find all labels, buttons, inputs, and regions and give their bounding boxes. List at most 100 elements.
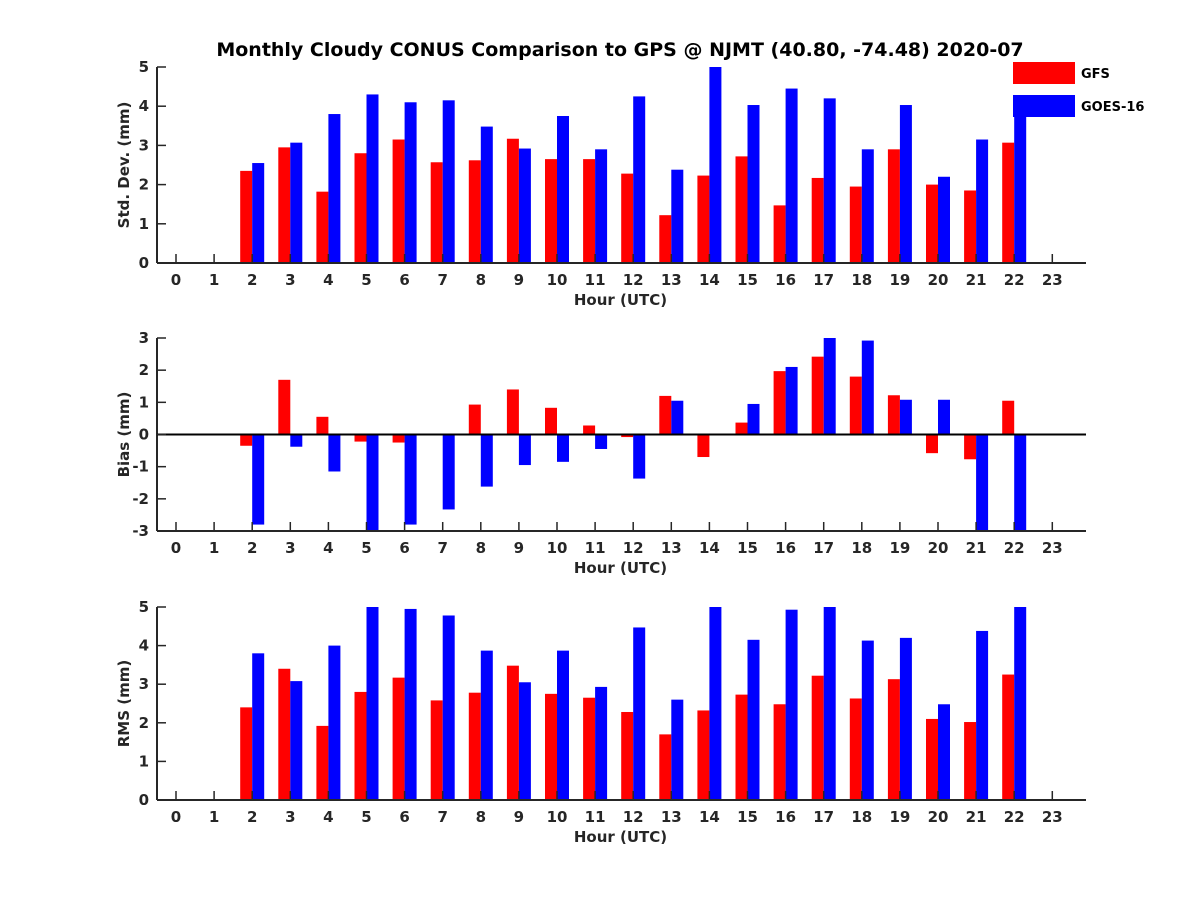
goes16-bar-std-hour-21	[976, 139, 989, 263]
gfs-bar-rms-hour-14	[697, 710, 710, 800]
bias-x-tick-label: 8	[476, 539, 486, 557]
bias-x-tick-label: 1	[209, 539, 219, 557]
gfs-bar-bias-hour-19	[887, 395, 900, 435]
goes16-bar-rms-hour-6	[404, 608, 417, 800]
gfs-bar-bias-hour-16	[773, 371, 786, 435]
goes16-bar-std-hour-11	[595, 149, 608, 263]
legend-label-gfs: GFS	[1081, 67, 1110, 82]
gfs-bar-std-hour-7	[430, 162, 443, 263]
gfs-bar-bias-hour-15	[735, 422, 748, 435]
goes16-bar-std-hour-15	[747, 105, 760, 264]
bias-x-tick-label: 17	[813, 539, 834, 557]
gfs-bar-bias-hour-11	[583, 425, 596, 435]
goes16-bar-bias-hour-6	[404, 434, 417, 525]
gfs-bar-rms-hour-20	[926, 718, 938, 800]
bias-x-tick-label: 21	[966, 539, 987, 557]
gfs-bar-std-hour-9	[506, 138, 519, 263]
rms-x-tick-label: 19	[889, 808, 910, 826]
bias-x-tick-label: 23	[1042, 539, 1063, 557]
std-x-tick-label: 3	[285, 271, 295, 289]
legend: GFS GOES-16	[1013, 62, 1144, 117]
gfs-bar-rms-hour-6	[392, 677, 405, 800]
gfs-bar-rms-hour-19	[887, 679, 900, 800]
gfs-bar-rms-hour-16	[773, 704, 786, 800]
std-x-tick-label: 15	[737, 271, 758, 289]
goes16-bar-bias-hour-21	[976, 434, 989, 531]
bias-x-tick-label: 10	[547, 539, 568, 557]
goes16-bar-std-hour-16	[785, 88, 798, 263]
gfs-bar-bias-hour-10	[545, 407, 557, 435]
goes16-bar-std-hour-14	[709, 67, 722, 263]
std-y-tick-label: 3	[139, 136, 149, 154]
rms-x-tick-label: 16	[775, 808, 796, 826]
goes16-bar-bias-hour-11	[595, 434, 608, 449]
gfs-bar-std-hour-2	[240, 170, 253, 263]
goes16-bar-rms-hour-18	[861, 640, 874, 800]
bias-x-tick-label: 7	[437, 539, 447, 557]
gfs-bar-bias-hour-14	[697, 434, 710, 458]
rms-x-tick-label: 13	[661, 808, 682, 826]
std-y-tick-label: 2	[139, 176, 149, 194]
rms-x-tick-label: 10	[547, 808, 568, 826]
rms-x-tick-label: 14	[699, 808, 720, 826]
gfs-bar-bias-hour-21	[964, 434, 977, 460]
rms-x-tick-label: 1	[209, 808, 219, 826]
bias-x-tick-label: 18	[851, 539, 872, 557]
gfs-bar-rms-hour-10	[545, 693, 557, 800]
bias-x-tick-label: 20	[928, 539, 949, 557]
goes16-bar-std-hour-10	[557, 116, 569, 263]
std-x-tick-label: 23	[1042, 271, 1063, 289]
gfs-bar-rms-hour-15	[735, 694, 748, 800]
gfs-bar-bias-hour-2	[240, 434, 253, 446]
goes16-bar-rms-hour-2	[252, 653, 265, 800]
rms-x-tick-label: 22	[1004, 808, 1025, 826]
goes16-bar-bias-hour-15	[747, 403, 760, 435]
gfs-bar-std-hour-20	[926, 184, 938, 263]
gfs-bar-rms-hour-3	[278, 668, 291, 800]
goes16-bar-std-hour-18	[861, 149, 874, 263]
bias-y-tick-label: 1	[139, 393, 149, 411]
goes16-bar-bias-hour-13	[671, 400, 684, 435]
std-x-tick-label: 19	[889, 271, 910, 289]
gfs-bar-bias-hour-13	[659, 395, 672, 435]
bias-y-tick-label: 3	[139, 329, 149, 347]
rms-x-tick-label: 4	[323, 808, 333, 826]
std-x-tick-label: 6	[399, 271, 409, 289]
rms-x-tick-label: 8	[476, 808, 486, 826]
rms-x-tick-label: 21	[966, 808, 987, 826]
std-x-tick-label: 21	[966, 271, 987, 289]
goes16-bar-bias-hour-7	[442, 434, 455, 510]
legend-swatch-gfs	[1013, 62, 1075, 84]
gfs-bar-rms-hour-8	[468, 692, 481, 800]
rms-y-axis-label: RMS (mm)	[115, 660, 133, 747]
gfs-bar-std-hour-4	[316, 191, 329, 263]
goes16-bar-std-hour-6	[404, 102, 417, 263]
gfs-bar-rms-hour-7	[430, 700, 443, 800]
std-y-tick-label: 4	[139, 97, 149, 115]
rms-x-tick-label: 0	[171, 808, 181, 826]
goes16-bar-bias-hour-3	[290, 434, 303, 447]
goes16-bar-rms-hour-12	[633, 627, 646, 800]
gfs-bar-std-hour-19	[887, 149, 900, 263]
std-x-axis-label: Hour (UTC)	[574, 291, 667, 309]
bias-x-tick-label: 5	[361, 539, 371, 557]
goes16-bar-rms-hour-15	[747, 639, 760, 800]
bias-x-tick-label: 3	[285, 539, 295, 557]
std-y-tick-label: 5	[139, 58, 149, 76]
goes16-bar-bias-hour-2	[252, 434, 265, 525]
gfs-bar-std-hour-8	[468, 160, 481, 263]
gfs-bar-std-hour-11	[583, 159, 596, 263]
std-x-tick-label: 10	[547, 271, 568, 289]
bias-x-tick-label: 0	[171, 539, 181, 557]
goes16-bar-bias-hour-16	[785, 366, 798, 435]
bias-x-tick-label: 22	[1004, 539, 1025, 557]
goes16-bar-bias-hour-5	[366, 434, 379, 531]
rms-x-tick-label: 12	[623, 808, 644, 826]
goes16-bar-std-hour-13	[671, 169, 684, 263]
gfs-bar-bias-hour-6	[392, 434, 405, 443]
rms-x-tick-label: 2	[247, 808, 257, 826]
goes16-bar-std-hour-5	[366, 94, 379, 263]
goes16-bar-bias-hour-19	[899, 399, 912, 435]
